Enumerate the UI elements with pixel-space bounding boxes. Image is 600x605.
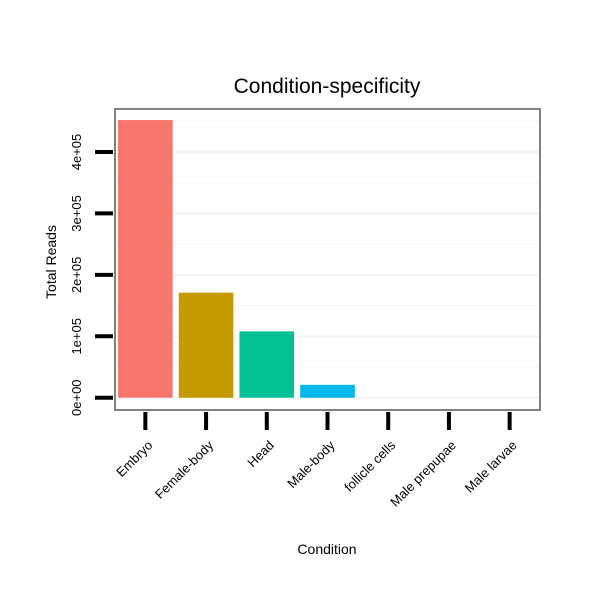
y-tick-label: 3e+05 xyxy=(69,195,84,232)
y-tick-label: 4e+05 xyxy=(69,134,84,171)
bar-head xyxy=(239,331,295,398)
x-tick-label: Embryo xyxy=(113,438,155,480)
chart-title: Condition-specificity xyxy=(234,75,421,98)
x-tick-label: Male larvae xyxy=(462,438,520,496)
y-axis-label: Total Reads xyxy=(43,225,59,299)
plot-border xyxy=(114,108,541,411)
y-tick-label: 2e+05 xyxy=(69,257,84,294)
x-tick-label: follicle cells xyxy=(341,437,398,494)
y-tick-label: 0e+00 xyxy=(69,379,84,416)
bar-embryo xyxy=(118,120,173,398)
y-tick-label: 1e+05 xyxy=(69,318,84,355)
x-tick-label: Male-body xyxy=(284,437,338,491)
x-axis-label: Condition xyxy=(297,541,356,557)
bar-male-body xyxy=(300,384,355,398)
x-tick-label: Female-body xyxy=(152,437,217,502)
bar-female-body xyxy=(178,292,234,398)
x-tick-label: Head xyxy=(244,438,277,471)
